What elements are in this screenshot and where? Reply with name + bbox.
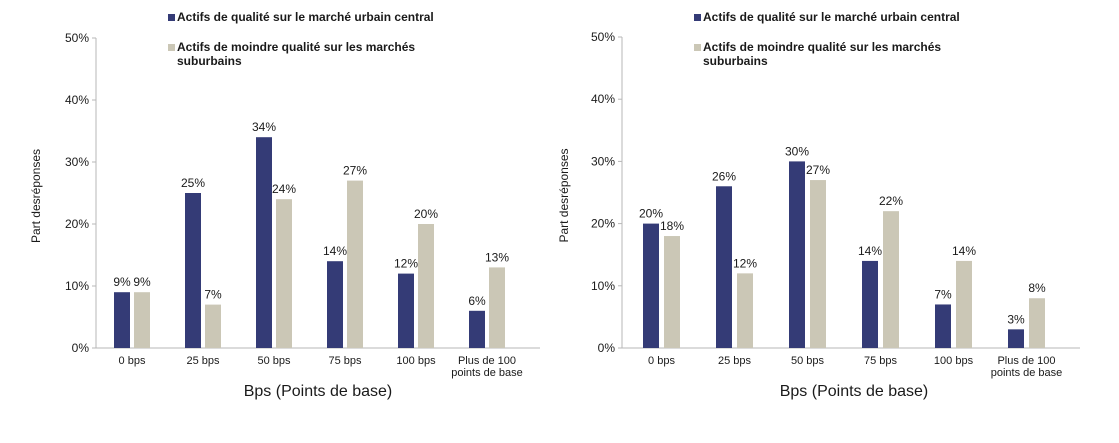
legend-swatch-1: [694, 14, 701, 21]
data-label: 30%: [785, 144, 809, 158]
data-label: 27%: [806, 163, 830, 177]
bar-series2-4: [956, 260, 972, 348]
legend-swatch-2: [694, 44, 701, 51]
x-tick-label: 100 bps: [934, 355, 974, 367]
x-axis-label: Bps (Points de base): [244, 383, 393, 400]
data-label: 7%: [204, 288, 222, 302]
y-tick-label: 0%: [72, 341, 90, 355]
x-tick-label: Plus de 100 points de base: [991, 355, 1063, 379]
x-tick-label: 25 bps: [718, 355, 752, 367]
y-tick-label: 10%: [591, 279, 615, 293]
data-label: 14%: [858, 244, 882, 258]
bar-series2-1: [737, 273, 753, 348]
x-tick-label: Plus de 100 points de base: [451, 355, 523, 379]
chart-panel-2: Actifs de qualité sur le marché urbain c…: [557, 10, 1080, 400]
legend-swatch-1: [168, 14, 175, 21]
x-axis-label: Bps (Points de base): [780, 383, 929, 400]
bar-series1-0: [643, 223, 659, 348]
y-tick-label: 30%: [65, 155, 89, 169]
bar-series2-3: [347, 180, 363, 348]
bar-series2-2: [810, 180, 826, 348]
y-tick-label: 0%: [598, 341, 616, 355]
data-label: 6%: [468, 294, 486, 308]
y-tick-label: 10%: [65, 279, 89, 293]
bar-series1-3: [862, 260, 878, 348]
y-tick-label: 40%: [65, 93, 89, 107]
y-tick-label: 50%: [591, 30, 615, 44]
legend-entry-2: Actifs de moindre qualité sur les marché…: [703, 40, 941, 68]
data-label: 18%: [660, 219, 684, 233]
bar-series1-2: [789, 161, 805, 348]
data-label: 3%: [1007, 312, 1025, 326]
legend-entry-2: Actifs de moindre qualité sur les marché…: [177, 40, 415, 68]
y-axis-label: Part desréponses: [557, 148, 571, 242]
bar-series2-0: [134, 292, 150, 348]
x-tick-label: 100 bps: [396, 355, 436, 367]
bar-series1-4: [935, 304, 951, 348]
legend-swatch-2: [168, 44, 175, 51]
x-tick-label: 0 bps: [648, 355, 675, 367]
data-label: 24%: [272, 182, 296, 196]
x-tick-label: 25 bps: [186, 355, 220, 367]
data-label: 34%: [252, 120, 276, 134]
data-label: 8%: [1028, 281, 1046, 295]
bar-series1-3: [327, 261, 343, 348]
bar-series2-4: [418, 224, 434, 348]
bar-series1-5: [469, 310, 485, 348]
bar-series2-1: [205, 304, 221, 348]
bar-series1-1: [185, 193, 201, 348]
bar-series1-2: [256, 137, 272, 348]
bar-series2-0: [664, 236, 680, 348]
data-label: 14%: [952, 244, 976, 258]
legend-entry-1: Actifs de qualité sur le marché urbain c…: [177, 10, 434, 24]
data-label: 22%: [879, 194, 903, 208]
x-tick-label: 50 bps: [257, 355, 291, 367]
data-label: 12%: [394, 257, 418, 271]
data-label: 14%: [323, 244, 347, 258]
bar-series1-5: [1008, 329, 1024, 348]
x-tick-label: 50 bps: [791, 355, 825, 367]
data-label: 12%: [733, 256, 757, 270]
data-label: 7%: [934, 287, 952, 301]
data-label: 9%: [133, 275, 151, 289]
bar-series2-3: [883, 211, 899, 348]
bar-series1-4: [398, 273, 414, 348]
y-axis-label: Part desréponses: [29, 149, 43, 243]
y-tick-label: 30%: [591, 154, 615, 168]
bar-series2-5: [489, 267, 505, 348]
y-tick-label: 20%: [65, 217, 89, 231]
bar-series2-2: [276, 199, 292, 348]
legend-entry-1: Actifs de qualité sur le marché urbain c…: [703, 10, 960, 24]
x-tick-label: 75 bps: [864, 355, 898, 367]
bar-series1-1: [716, 186, 732, 348]
data-label: 27%: [343, 164, 367, 178]
x-tick-label: 75 bps: [328, 355, 362, 367]
data-label: 13%: [485, 250, 509, 264]
y-tick-label: 50%: [65, 31, 89, 45]
y-tick-label: 40%: [591, 92, 615, 106]
data-label: 9%: [113, 275, 131, 289]
data-label: 25%: [181, 176, 205, 190]
data-label: 26%: [712, 169, 736, 183]
bar-series2-5: [1029, 298, 1045, 348]
bar-series1-0: [114, 292, 130, 348]
y-tick-label: 20%: [591, 217, 615, 231]
data-label: 20%: [414, 207, 438, 221]
x-tick-label: 0 bps: [119, 355, 146, 367]
chart-panel-1: Actifs de qualité sur le marché urbain c…: [29, 10, 540, 400]
data-label: 20%: [639, 207, 663, 221]
